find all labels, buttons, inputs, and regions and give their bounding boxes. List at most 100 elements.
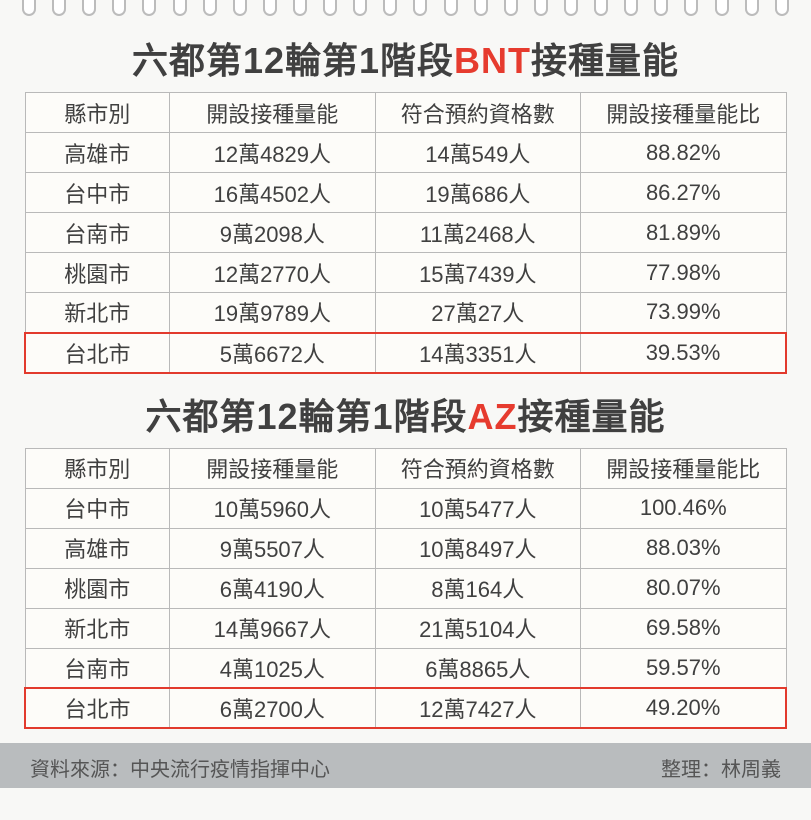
table-cell: 台北市 (25, 688, 170, 728)
table-cell: 19萬686人 (375, 173, 580, 213)
table-cell: 新北市 (25, 293, 170, 333)
footer-source: 資料來源：中央流行疫情指揮中心 (30, 753, 330, 782)
title-suffix: 接種量能 (518, 396, 666, 437)
table-cell: 81.89% (581, 213, 786, 253)
spiral-coil (654, 0, 668, 16)
table-cell: 9萬5507人 (170, 528, 375, 568)
column-header: 縣市別 (25, 93, 170, 133)
spiral-coil (383, 0, 397, 16)
table-row: 高雄市12萬4829人14萬549人88.82% (25, 133, 786, 173)
footer: 資料來源：中央流行疫情指揮中心 整理：林周義 (0, 743, 811, 788)
table-header-row: 縣市別開設接種量能符合預約資格數開設接種量能比 (25, 93, 786, 133)
table-cell: 11萬2468人 (375, 213, 580, 253)
table-cell: 9萬2098人 (170, 213, 375, 253)
table-cell: 16萬4502人 (170, 173, 375, 213)
table-row: 台中市10萬5960人10萬5477人100.46% (25, 488, 786, 528)
table-header-row: 縣市別開設接種量能符合預約資格數開設接種量能比 (25, 448, 786, 488)
table-cell: 10萬8497人 (375, 528, 580, 568)
spiral-coil (82, 0, 96, 16)
table-cell: 88.82% (581, 133, 786, 173)
table-cell: 80.07% (581, 568, 786, 608)
footer-editor: 整理：林周義 (661, 753, 781, 782)
column-header: 符合預約資格數 (375, 448, 580, 488)
table-row: 台中市16萬4502人19萬686人86.27% (25, 173, 786, 213)
spiral-coil (22, 0, 36, 16)
table-row: 台北市5萬6672人14萬3351人39.53% (25, 333, 786, 373)
spiral-coil (684, 0, 698, 16)
table-cell: 新北市 (25, 608, 170, 648)
title-accent: AZ (468, 396, 518, 437)
spiral-coil (775, 0, 789, 16)
title-accent: BNT (454, 40, 531, 81)
table-cell: 86.27% (581, 173, 786, 213)
table-cell: 4萬1025人 (170, 648, 375, 688)
table-cell: 12萬4829人 (170, 133, 375, 173)
table-cell: 19萬9789人 (170, 293, 375, 333)
table-cell: 14萬549人 (375, 133, 580, 173)
title-prefix: 六都第12輪第1階段 (132, 40, 454, 81)
table-cell: 27萬27人 (375, 293, 580, 333)
table-row: 新北市19萬9789人27萬27人73.99% (25, 293, 786, 333)
table-cell: 高雄市 (25, 133, 170, 173)
table-cell: 台南市 (25, 648, 170, 688)
spiral-coil (353, 0, 367, 16)
spiral-coil (173, 0, 187, 16)
table-row: 台南市9萬2098人11萬2468人81.89% (25, 213, 786, 253)
spiral-coil (534, 0, 548, 16)
table-cell: 49.20% (581, 688, 786, 728)
spiral-coil (263, 0, 277, 16)
spiral-coil (715, 0, 729, 16)
table-block: 六都第12輪第1階段AZ接種量能縣市別開設接種量能符合預約資格數開設接種量能比台… (24, 388, 787, 730)
column-header: 縣市別 (25, 448, 170, 488)
table-cell: 6萬4190人 (170, 568, 375, 608)
spiral-coil (474, 0, 488, 16)
table-cell: 台南市 (25, 213, 170, 253)
table-cell: 14萬9667人 (170, 608, 375, 648)
spiral-binding (0, 0, 811, 20)
editor-value: 林周義 (721, 759, 781, 781)
source-value: 中央流行疫情指揮中心 (130, 759, 330, 781)
table-cell: 台北市 (25, 333, 170, 373)
spiral-coil (112, 0, 126, 16)
table-cell: 桃園市 (25, 253, 170, 293)
table-row: 台北市6萬2700人12萬7427人49.20% (25, 688, 786, 728)
table-cell: 10萬5477人 (375, 488, 580, 528)
column-header: 符合預約資格數 (375, 93, 580, 133)
table-cell: 73.99% (581, 293, 786, 333)
table-cell: 39.53% (581, 333, 786, 373)
table-cell: 8萬164人 (375, 568, 580, 608)
tables-container: 六都第12輪第1階段BNT接種量能縣市別開設接種量能符合預約資格數開設接種量能比… (24, 32, 787, 729)
table-cell: 12萬7427人 (375, 688, 580, 728)
table-row: 新北市14萬9667人21萬5104人69.58% (25, 608, 786, 648)
table-cell: 59.57% (581, 648, 786, 688)
editor-label: 整理： (661, 759, 721, 781)
table-block: 六都第12輪第1階段BNT接種量能縣市別開設接種量能符合預約資格數開設接種量能比… (24, 32, 787, 374)
spiral-coil (624, 0, 638, 16)
source-label: 資料來源： (30, 759, 130, 781)
table-row: 桃園市6萬4190人8萬164人80.07% (25, 568, 786, 608)
spiral-coil (594, 0, 608, 16)
data-table: 縣市別開設接種量能符合預約資格數開設接種量能比台中市10萬5960人10萬547… (24, 448, 787, 730)
table-row: 高雄市9萬5507人10萬8497人88.03% (25, 528, 786, 568)
column-header: 開設接種量能比 (581, 448, 786, 488)
table-cell: 台中市 (25, 173, 170, 213)
spiral-coil (444, 0, 458, 16)
table-cell: 高雄市 (25, 528, 170, 568)
page: 六都第12輪第1階段BNT接種量能縣市別開設接種量能符合預約資格數開設接種量能比… (0, 20, 811, 788)
table-cell: 100.46% (581, 488, 786, 528)
table-cell: 6萬2700人 (170, 688, 375, 728)
table-row: 台南市4萬1025人6萬8865人59.57% (25, 648, 786, 688)
table-cell: 台中市 (25, 488, 170, 528)
table-cell: 5萬6672人 (170, 333, 375, 373)
spiral-coil (233, 0, 247, 16)
column-header: 開設接種量能比 (581, 93, 786, 133)
table-cell: 6萬8865人 (375, 648, 580, 688)
spiral-coil (323, 0, 337, 16)
spiral-coil (564, 0, 578, 16)
table-cell: 10萬5960人 (170, 488, 375, 528)
spiral-coil (52, 0, 66, 16)
table-cell: 14萬3351人 (375, 333, 580, 373)
spiral-coil (293, 0, 307, 16)
spiral-coil (142, 0, 156, 16)
table-cell: 88.03% (581, 528, 786, 568)
